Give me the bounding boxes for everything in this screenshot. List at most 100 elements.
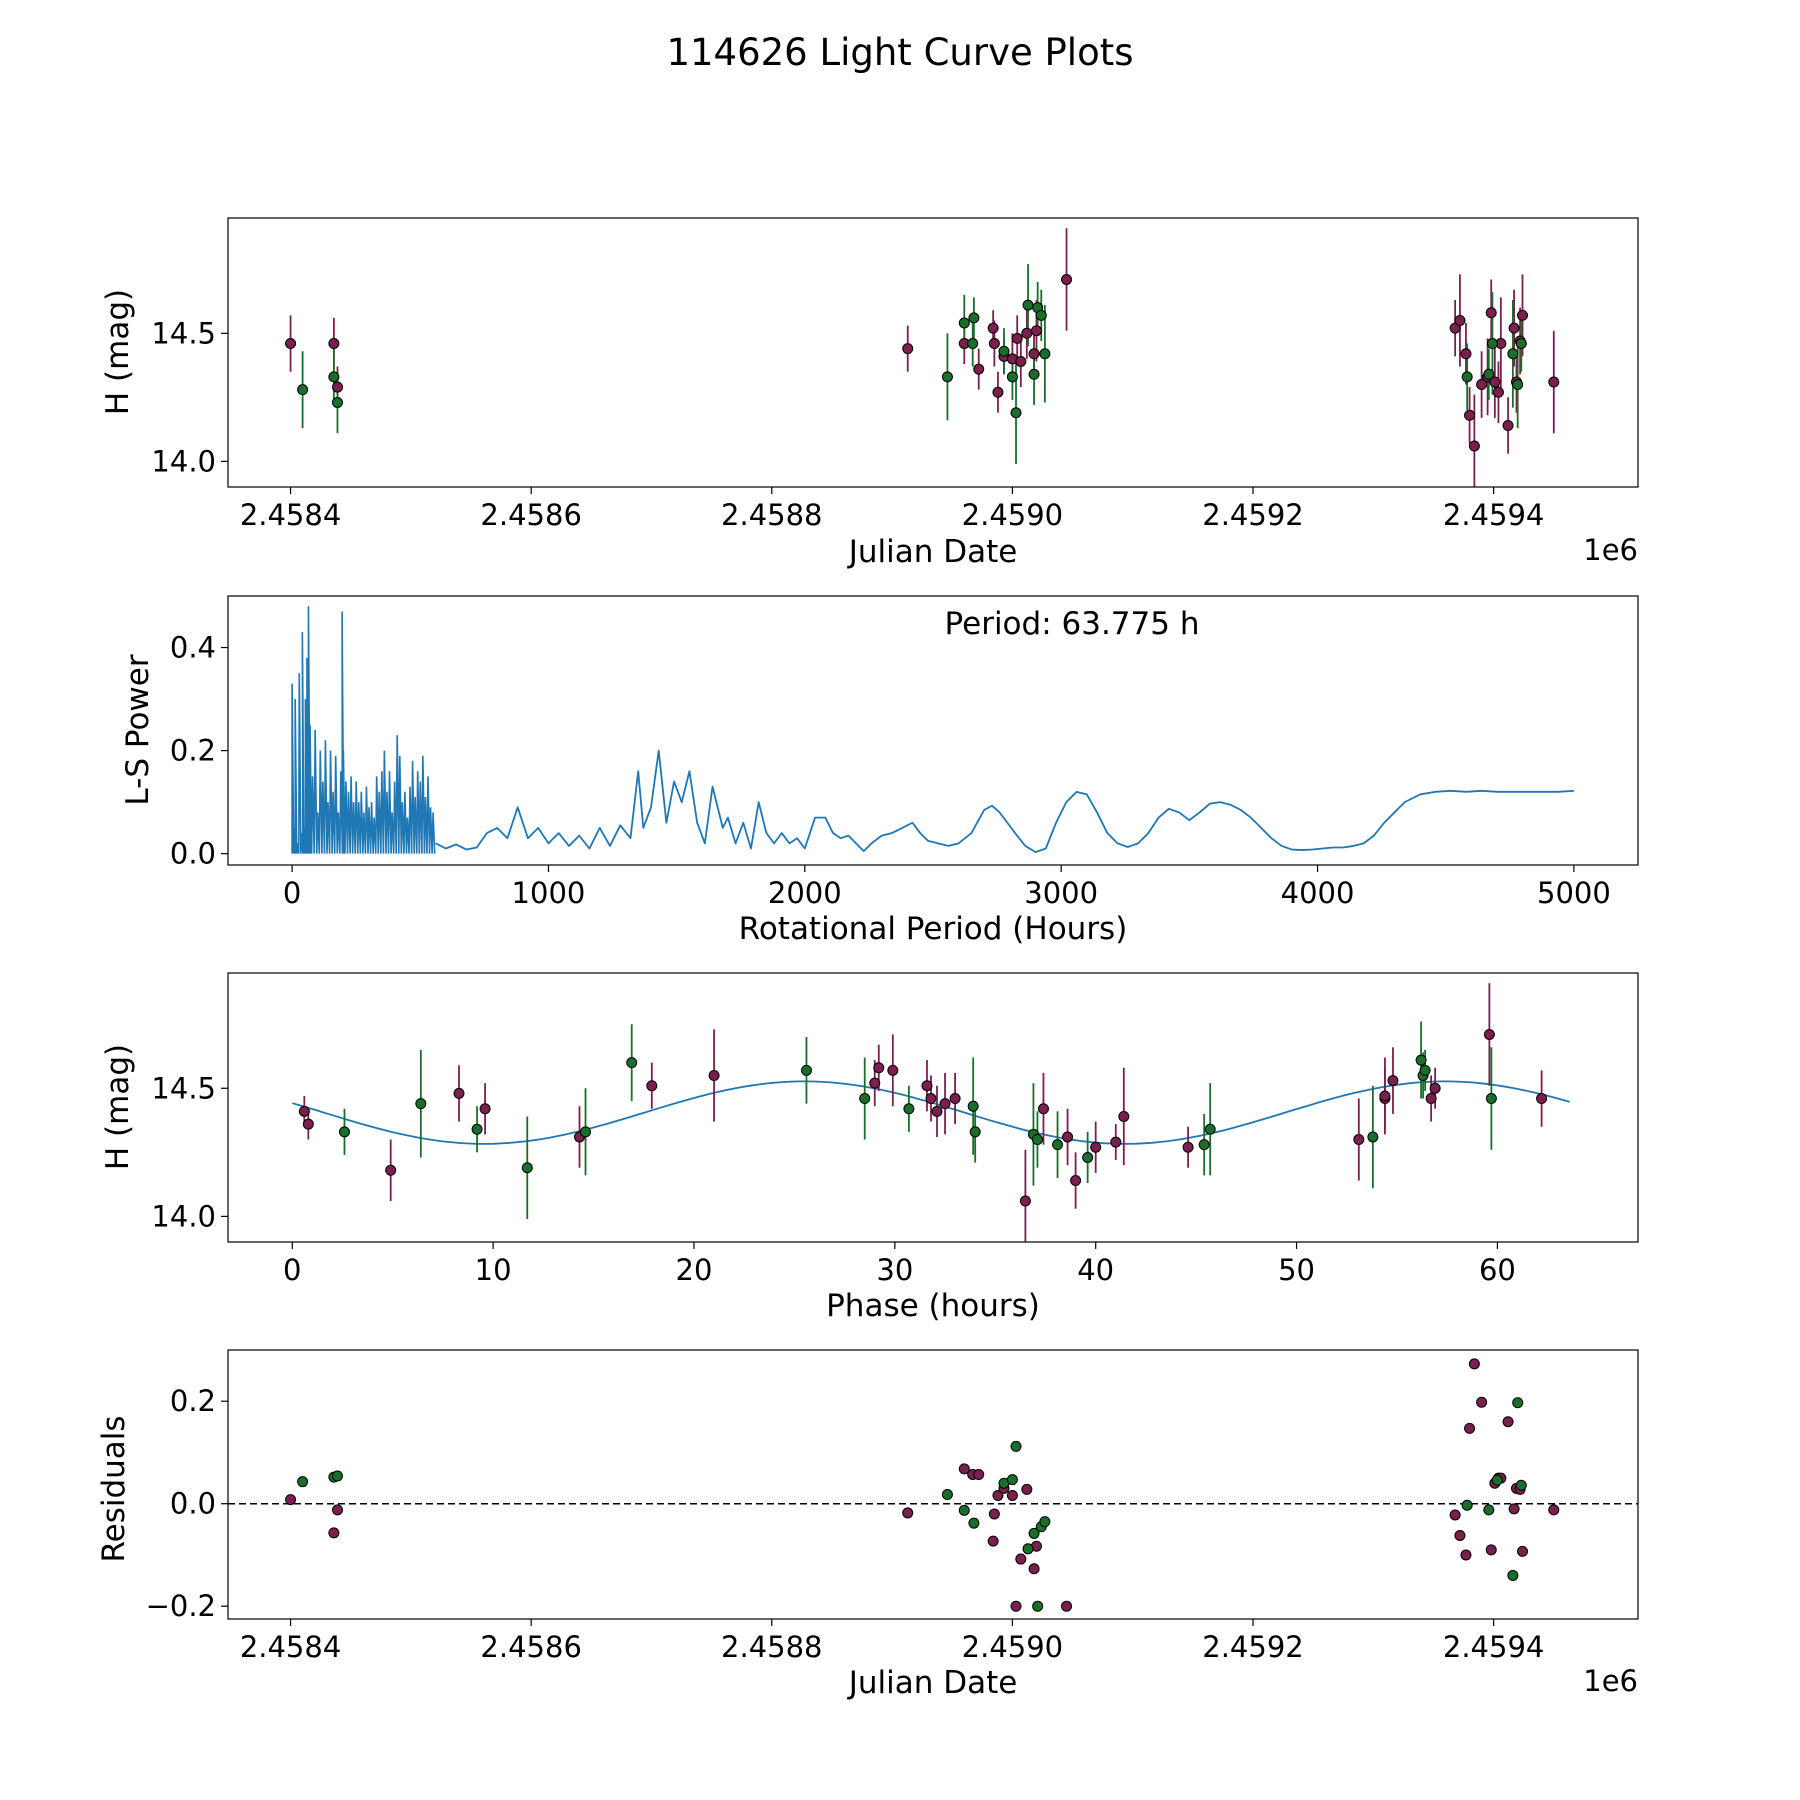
lightcurve-point [1015, 355, 1027, 367]
residuals-point [992, 1490, 1004, 1502]
phase_fold-point [873, 1062, 885, 1074]
residuals-panel: 2.4584 2.4586 2.4588 2.4590 2.4592 2.4594 −0.2… [96, 1349, 1639, 1701]
lightcurve-panel: 2.4584 2.4586 2.4588 2.4590 2.4592 2.4594 14.0… [100, 217, 1639, 570]
residuals-point [1461, 1499, 1473, 1511]
lightcurve-frame [227, 217, 1639, 488]
residuals-point [1502, 1416, 1514, 1428]
lightcurve-point [1508, 322, 1520, 334]
lightcurve-point [968, 312, 980, 324]
residuals-frame [227, 1349, 1639, 1620]
lightcurve-xtick-label: 2.4588 [721, 498, 822, 532]
residuals-point [1491, 1474, 1503, 1486]
lightcurve-xlabel: Julian Date [847, 534, 1018, 570]
lightcurve-point [1492, 386, 1504, 398]
phase_fold-point [1367, 1131, 1379, 1143]
lightcurve-point [1460, 348, 1472, 360]
residuals-point [1517, 1545, 1529, 1557]
periodogram-ticks: 0 1000 2000 3000 4000 5000 0.0 0.2 0.4 [170, 631, 1611, 910]
phase_fold-point [949, 1093, 961, 1105]
residuals-point [1460, 1549, 1472, 1561]
lightcurve-point [297, 384, 309, 396]
periodogram-ylabel: L-S Power [120, 654, 156, 805]
phase_fold-point [708, 1069, 720, 1081]
residuals-point [331, 1470, 343, 1482]
phase_fold-point [967, 1100, 979, 1112]
lightcurve-ytick-label: 14.0 [151, 444, 216, 478]
phase_fold-point [646, 1080, 658, 1092]
lightcurve-point [1517, 309, 1529, 321]
phase_fold-point [298, 1105, 310, 1117]
lightcurve-xtick-label: 2.4592 [1202, 498, 1303, 532]
phase_fold-point [1118, 1110, 1130, 1122]
lightcurve-point [328, 338, 340, 350]
phase_fold-point [1019, 1195, 1031, 1207]
phase_fold-point [1379, 1090, 1391, 1102]
lightcurve-xtick-label: 2.4586 [480, 498, 581, 532]
phase-fold-plot-area [292, 983, 1570, 1242]
lightcurve-point [331, 381, 343, 393]
phase_fold-point [1090, 1141, 1102, 1153]
phase_fold-point [1387, 1075, 1399, 1087]
periodogram-xtick-label: 2000 [768, 876, 842, 910]
phase_fold-point [1425, 1093, 1437, 1105]
periodogram-xtick-label: 0 [283, 876, 301, 910]
residuals-point [1476, 1396, 1488, 1408]
residuals-ytick-label: 0.2 [170, 1384, 216, 1418]
periodogram-xtick-label: 4000 [1281, 876, 1355, 910]
residuals-xtick-label: 2.4588 [721, 1630, 822, 1664]
phase_fold-ytick-label: 14.0 [151, 1199, 216, 1233]
lightcurve-point [331, 396, 343, 408]
residuals-point [1006, 1474, 1018, 1486]
periodogram-ytick-label: 0.2 [170, 734, 216, 768]
residuals-ticks: 2.4584 2.4586 2.4588 2.4590 2.4592 2.4594 −0.2… [146, 1384, 1545, 1664]
lightcurve-point [973, 363, 985, 375]
lightcurve-point [1449, 322, 1461, 334]
lightcurve-point [1022, 299, 1034, 311]
phase_fold-xtick-label: 10 [475, 1253, 512, 1287]
phase_fold-point [939, 1098, 951, 1110]
residuals-point [1015, 1553, 1027, 1565]
phase_fold-point [931, 1105, 943, 1117]
lightcurve-point [1548, 376, 1560, 388]
phase_fold-point [1031, 1134, 1043, 1146]
phase_fold-point [1483, 1028, 1495, 1040]
residuals-point [285, 1494, 297, 1506]
phase_fold-xtick-label: 30 [876, 1253, 913, 1287]
residuals-point [1032, 1600, 1044, 1612]
phase_fold-point [1415, 1054, 1427, 1066]
lightcurve-point [992, 386, 1004, 398]
periodogram-xtick-label: 3000 [1024, 876, 1098, 910]
phase_fold-point [887, 1064, 899, 1076]
residuals-offset-label: 1e6 [1583, 1664, 1638, 1698]
residuals-point [331, 1504, 343, 1516]
phase_fold-point [479, 1103, 491, 1115]
periodogram-panel: 0 1000 2000 3000 4000 5000 0.0 0.2 0.4 Rotationa… [120, 595, 1639, 947]
lightcurve-ylabel: H (mag) [100, 289, 136, 415]
residuals-plot-area [228, 1358, 1638, 1612]
phase_fold-point [302, 1118, 314, 1130]
lightcurve-ticks: 2.4584 2.4586 2.4588 2.4590 2.4592 2.4594 14.0… [151, 316, 1544, 532]
residuals-xtick-label: 2.4586 [480, 1630, 581, 1664]
lightcurve-point [1464, 409, 1476, 421]
phase_fold-point [338, 1126, 350, 1138]
phase_fold-xtick-label: 60 [1479, 1253, 1516, 1287]
periodogram-ytick-label: 0.0 [170, 837, 216, 871]
lightcurve-point [1021, 327, 1033, 339]
phase_fold-point [921, 1080, 933, 1092]
phase_fold-point [1110, 1136, 1122, 1148]
residuals-point [1485, 1544, 1497, 1556]
phase_fold-point [1429, 1082, 1441, 1094]
periodogram-frame [227, 595, 1639, 866]
phase_fold-ytick-label: 14.5 [151, 1071, 216, 1105]
phase_fold-point [415, 1098, 427, 1110]
lightcurve-point [998, 345, 1010, 357]
residuals-point [328, 1527, 340, 1539]
phase_fold-point [471, 1123, 483, 1135]
periodogram-marks [291, 606, 1574, 854]
lightcurve-point [967, 338, 979, 350]
phase_fold-point [1082, 1151, 1094, 1163]
residuals-ytick-label: 0.0 [170, 1487, 216, 1521]
lightcurve-point [1502, 420, 1514, 432]
residuals-point [1548, 1504, 1560, 1516]
